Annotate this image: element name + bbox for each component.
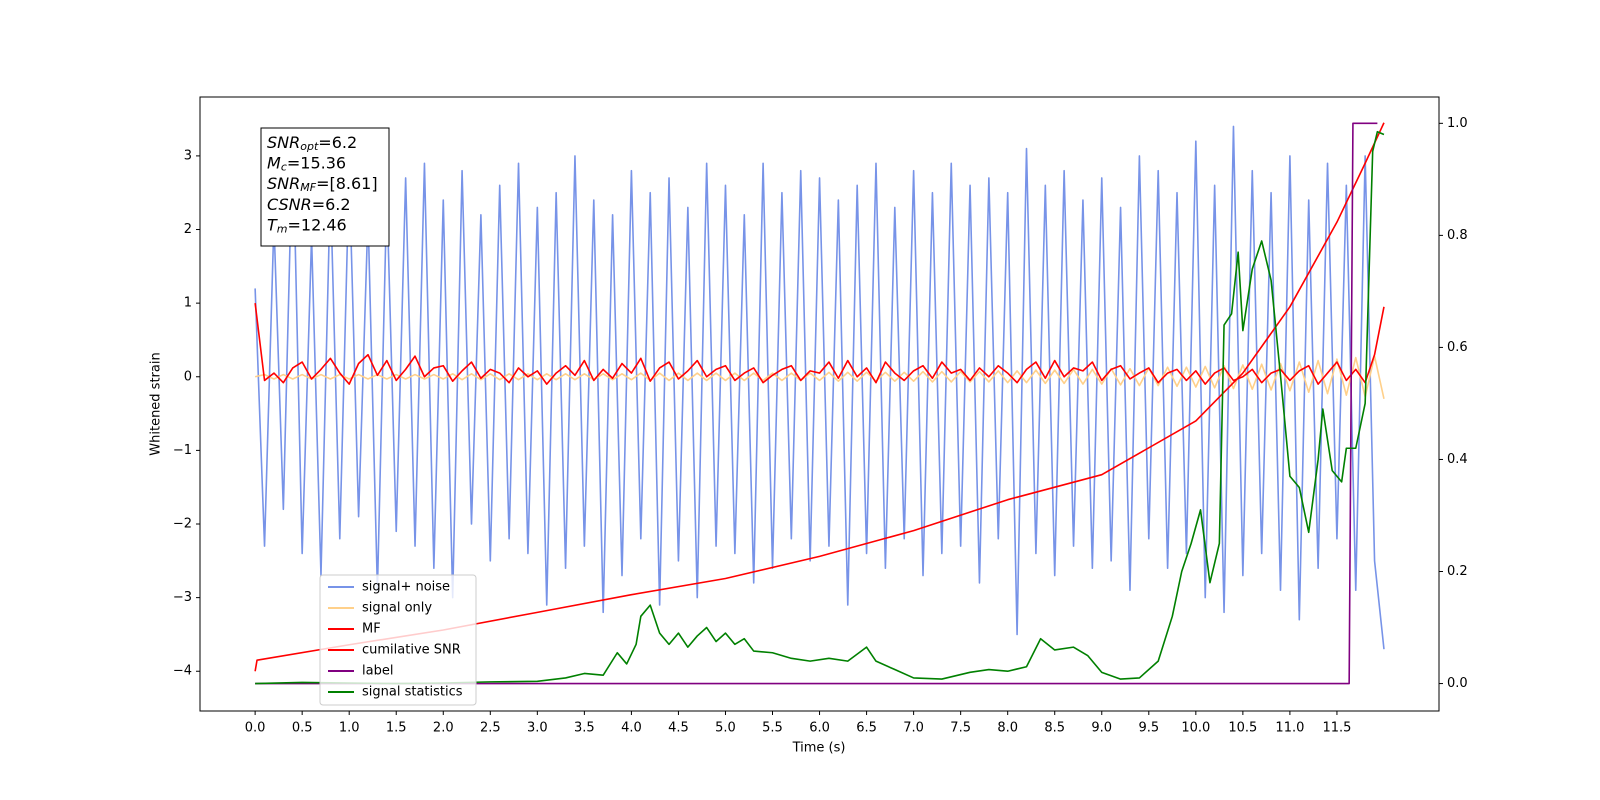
y-axis-label: Whitened strain: [149, 352, 164, 455]
annotation-symbol: CSNR: [267, 194, 312, 213]
annotation-symbol: M: [267, 153, 281, 172]
x-tick-label: 1.0: [339, 721, 360, 736]
x-tick-label: 2.0: [433, 721, 454, 736]
y-tick-label: −4: [173, 664, 192, 679]
annotation-box: [260, 127, 390, 247]
x-tick-label: 7.0: [903, 721, 924, 736]
series-line: [255, 130, 1385, 685]
y2-tick-label: 0.4: [1447, 452, 1468, 467]
x-tick-label: 7.5: [950, 721, 971, 736]
x-tick-label: 4.5: [668, 721, 689, 736]
x-tick-label: 10.5: [1228, 721, 1257, 736]
annotation-line: CSNR=6.2: [267, 194, 351, 213]
annotation-line: SNRMF=[8.61]: [267, 174, 378, 195]
legend-label: signal+ noise: [362, 580, 450, 595]
x-tick-label: 3.0: [527, 721, 548, 736]
legend-box: [319, 574, 477, 706]
y2-tick-label: 0.0: [1447, 676, 1468, 691]
x-tick-label: 3.5: [574, 721, 595, 736]
annotation-symbol: SNR: [267, 174, 300, 193]
y-tick-label: 2: [184, 222, 192, 237]
x-tick-label: 1.5: [386, 721, 407, 736]
x-tick-label: 5.5: [762, 721, 783, 736]
legend-label: label: [362, 664, 393, 679]
y2-tick-label: 0.2: [1447, 564, 1468, 579]
y-tick-label: −2: [173, 517, 192, 532]
x-tick-label: 6.0: [809, 721, 830, 736]
x-tick-label: 8.0: [997, 721, 1018, 736]
x-tick-label: 2.5: [480, 721, 501, 736]
annotation-subscript: MF: [300, 181, 316, 194]
legend-label: signal only: [362, 601, 432, 616]
x-tick-label: 6.5: [856, 721, 877, 736]
annotation-subscript: opt: [300, 140, 319, 153]
annotation-subscript: m: [277, 222, 288, 235]
x-tick-label: 0.5: [292, 721, 313, 736]
y-tick-label: 0: [184, 369, 192, 384]
legend-label: cumilative SNR: [362, 643, 461, 658]
legend-label: MF: [362, 622, 381, 637]
annotation-subscript: c: [281, 161, 287, 174]
x-tick-label: 9.0: [1091, 721, 1112, 736]
x-axis-label: Time (s): [792, 741, 846, 756]
x-tick-label: 0.0: [245, 721, 266, 736]
annotation-symbol: SNR: [267, 133, 300, 152]
x-tick-label: 4.0: [621, 721, 642, 736]
annotation-value: =6.2: [318, 133, 357, 152]
y-tick-label: −1: [173, 443, 192, 458]
y2-tick-label: 0.6: [1447, 340, 1468, 355]
y2-tick-label: 0.8: [1447, 228, 1468, 243]
annotation-value: =[8.61]: [316, 174, 378, 193]
annotation-value: =6.2: [312, 194, 351, 213]
y-tick-label: 3: [184, 148, 192, 163]
annotation-line: SNRopt=6.2: [267, 133, 357, 154]
y-tick-label: −3: [173, 590, 192, 605]
x-tick-label: 11.5: [1322, 721, 1351, 736]
annotation-line: Tm=12.46: [267, 215, 347, 236]
series-line: [254, 303, 1385, 385]
x-tick-label: 8.5: [1044, 721, 1065, 736]
y-tick-label: 1: [184, 296, 192, 311]
series-line: [255, 122, 1378, 685]
series-line: [254, 355, 1385, 400]
x-tick-label: 10.0: [1181, 721, 1210, 736]
plot-frame: [199, 96, 1440, 712]
annotation-symbol: T: [267, 215, 278, 234]
x-tick-label: 9.5: [1138, 721, 1159, 736]
annotation-value: =12.46: [288, 215, 347, 234]
y2-tick-label: 1.0: [1447, 116, 1468, 131]
series-line: [254, 125, 1385, 650]
legend-label: signal statistics: [362, 685, 463, 700]
x-tick-label: 11.0: [1275, 721, 1304, 736]
annotation-line: Mc=15.36: [267, 153, 346, 174]
annotation-value: =15.36: [287, 153, 346, 172]
x-tick-label: 5.0: [715, 721, 736, 736]
